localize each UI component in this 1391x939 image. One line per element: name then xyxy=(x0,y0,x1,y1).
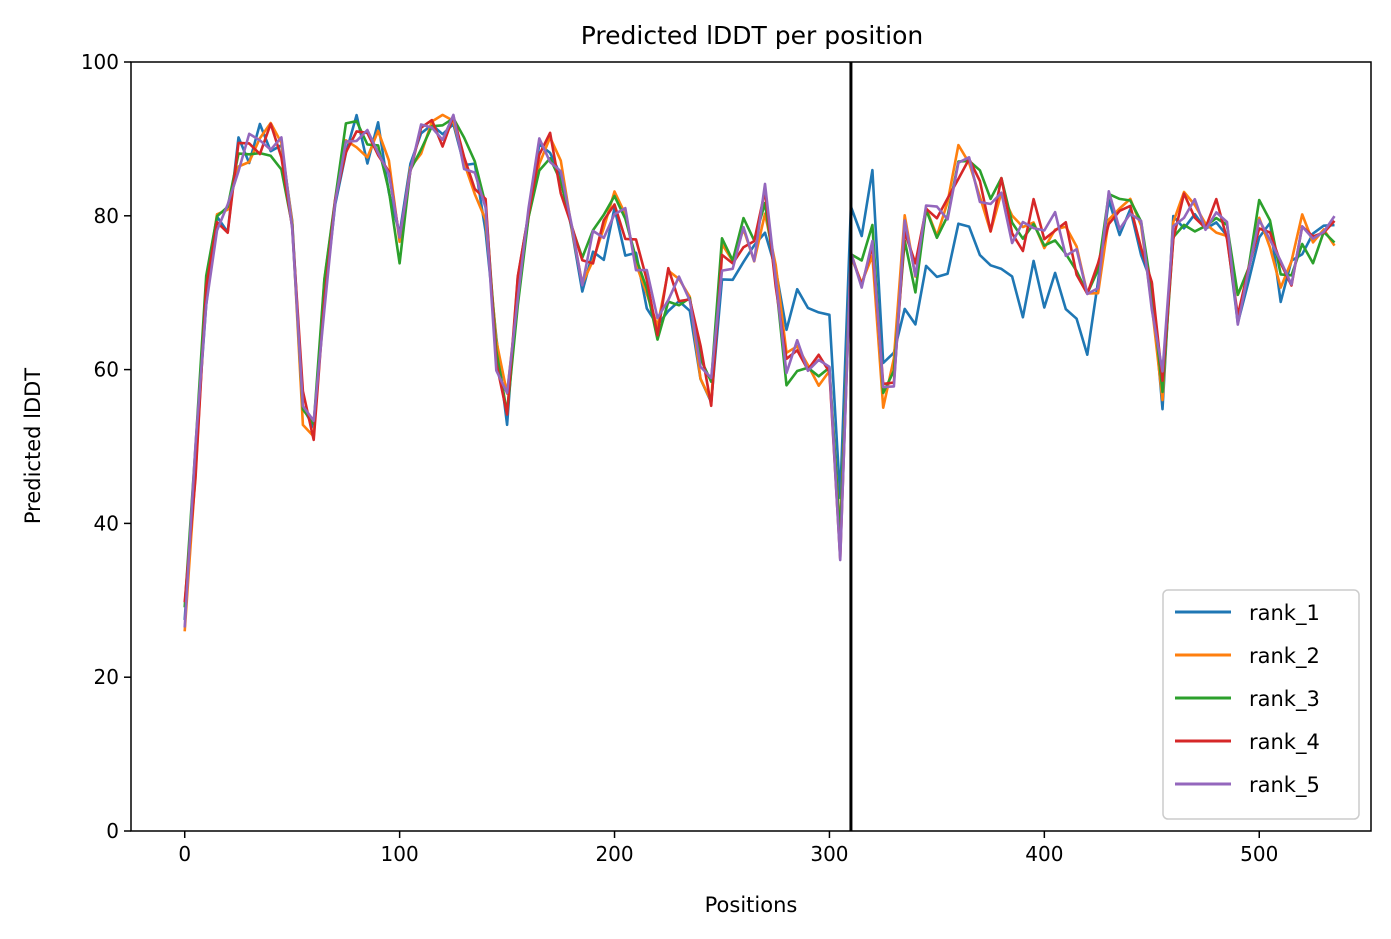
y-tick-label: 80 xyxy=(94,204,119,228)
x-tick-label: 400 xyxy=(1025,842,1063,866)
series-line-rank_4 xyxy=(183,114,1336,603)
x-tick-label: 300 xyxy=(810,842,848,866)
legend-label-rank_1: rank_1 xyxy=(1249,601,1320,626)
x-tick-label: 100 xyxy=(381,842,419,866)
legend-label-rank_5: rank_5 xyxy=(1249,773,1320,798)
x-tick-label: 500 xyxy=(1240,842,1278,866)
legend-label-rank_3: rank_3 xyxy=(1249,687,1320,712)
x-tick-label: 200 xyxy=(595,842,633,866)
plot-frame xyxy=(130,61,1372,832)
y-tick-label: 60 xyxy=(94,358,119,382)
legend: rank_1 rank_2 rank_3 rank_4 rank_5 xyxy=(1162,589,1360,820)
chart-title: Predicted lDDT per position xyxy=(581,21,923,50)
y-tick-label: 100 xyxy=(81,50,119,74)
x-axis: 0 100 200 300 400 500 xyxy=(178,831,1278,866)
legend-box xyxy=(1162,589,1360,820)
y-axis: 0 20 40 60 80 100 xyxy=(81,50,131,843)
series-layer xyxy=(183,113,1336,632)
x-axis-title: Positions xyxy=(705,893,798,917)
y-tick-label: 40 xyxy=(94,511,119,535)
x-tick-label: 0 xyxy=(178,842,191,866)
y-axis-title: Predicted lDDT xyxy=(21,368,45,524)
series-line-rank_5 xyxy=(183,113,1336,628)
legend-label-rank_4: rank_4 xyxy=(1249,730,1320,755)
legend-label-rank_2: rank_2 xyxy=(1249,644,1320,669)
y-tick-label: 20 xyxy=(94,665,119,689)
y-tick-label: 0 xyxy=(106,819,119,843)
